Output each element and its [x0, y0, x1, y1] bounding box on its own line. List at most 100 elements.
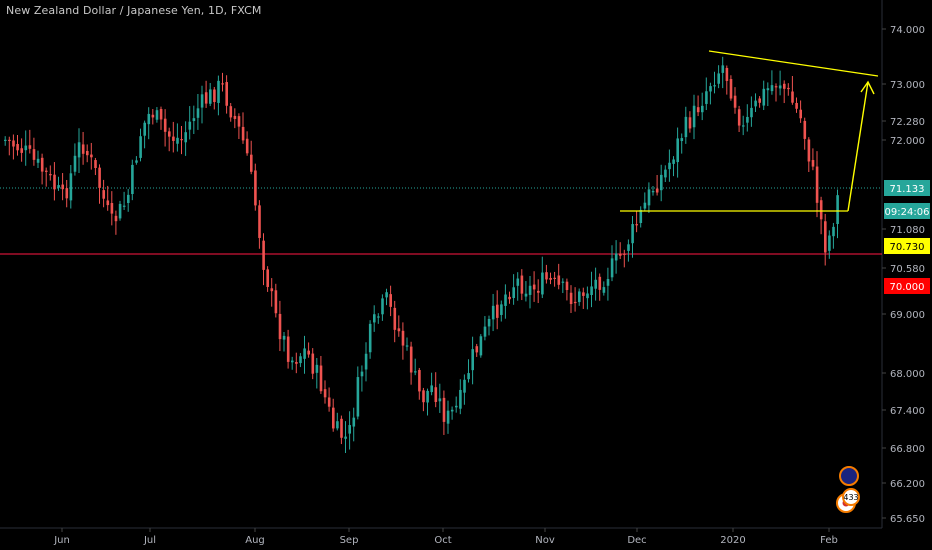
y-tick-label: 69.000: [890, 310, 925, 321]
candle-body: [397, 328, 401, 332]
candle-body: [319, 365, 323, 392]
candle-body: [532, 284, 536, 290]
candle-body: [623, 253, 626, 255]
candle-body: [766, 88, 770, 91]
candle-body: [537, 290, 540, 293]
candle-body: [836, 195, 839, 224]
x-tick-label: Aug: [245, 535, 265, 546]
candle-body: [746, 116, 749, 123]
candle-body: [569, 292, 573, 305]
candle-body: [754, 100, 757, 107]
yellow-arrow-shaft: [847, 81, 869, 212]
annotations-group: [620, 50, 879, 212]
candle-body: [168, 131, 171, 137]
candle-body: [12, 140, 15, 147]
x-axis-ticks: Jun Jul Aug Sep Oct Nov Dec 2020 Feb: [53, 528, 838, 546]
y-tick-label: 65.650: [890, 514, 925, 525]
candle-body: [631, 224, 634, 244]
candle-body: [356, 377, 360, 417]
candle-body: [94, 160, 97, 169]
candle-body: [327, 397, 331, 407]
candle-body: [286, 336, 290, 362]
candle-body: [49, 174, 52, 176]
candle-body: [209, 89, 212, 104]
candle-body: [81, 144, 85, 154]
candle-body: [647, 189, 651, 206]
candle-body: [270, 288, 274, 292]
chart-title: New Zealand Dollar / Japanese Yen, 1D, F…: [6, 4, 262, 17]
x-tick-label: Sep: [340, 535, 359, 546]
y-tick-label: 66.200: [890, 479, 925, 490]
y-tick-label: 72.000: [890, 136, 925, 147]
candle-body: [274, 290, 278, 314]
candle-body: [135, 160, 138, 163]
candle-body: [295, 362, 298, 364]
candle-body: [606, 279, 610, 286]
candle-body: [709, 86, 712, 92]
candle-body: [664, 169, 667, 178]
event-count-bubble[interactable]: [842, 488, 860, 506]
candle-body: [352, 417, 356, 427]
candle-body: [491, 305, 495, 320]
candle-body: [368, 323, 372, 353]
horizontal-levels: [0, 187, 882, 255]
candle-body: [278, 313, 282, 340]
y-tick-label: 70.580: [890, 264, 925, 275]
candle-body: [516, 278, 520, 286]
event-badge[interactable]: 433: [836, 466, 860, 513]
nz-flag-icon[interactable]: [839, 466, 859, 486]
candle-body: [655, 188, 659, 193]
candle-body: [217, 80, 220, 103]
candle-body: [733, 95, 737, 108]
candle-body: [241, 126, 245, 141]
candle-body: [102, 190, 105, 199]
candle-body: [475, 346, 479, 353]
candle-body: [40, 157, 44, 172]
candle-body: [405, 345, 409, 347]
candle-body: [147, 113, 151, 125]
current-price-tag-bg: [884, 180, 930, 196]
candle-body: [688, 117, 692, 129]
candle-body: [545, 272, 548, 280]
candle-body: [143, 122, 146, 136]
candle-body: [803, 120, 807, 139]
candle-body: [791, 91, 794, 103]
candle-body: [127, 194, 130, 203]
y-tick-label: 74.000: [890, 25, 925, 36]
candle-body: [65, 188, 69, 199]
candle-body: [438, 398, 442, 402]
y-axis-ticks: 74.000 73.000 72.280 72.000 71.080 70.580 69.0…: [882, 25, 925, 525]
candle-body: [307, 350, 310, 355]
candle-body: [770, 85, 774, 92]
candle-body: [16, 143, 19, 151]
candle-body: [692, 105, 696, 128]
yellow-arrow-head: [860, 80, 875, 95]
candle-body: [36, 158, 40, 163]
candle-body: [762, 88, 766, 106]
candle-body: [225, 82, 228, 106]
candle-body: [815, 166, 819, 203]
candle-body: [323, 389, 327, 398]
candle-body: [824, 221, 827, 253]
candle-body: [701, 105, 704, 113]
candle-body: [717, 73, 720, 84]
candle-body: [258, 205, 261, 238]
candle-body: [254, 170, 257, 206]
candle-body: [426, 390, 429, 403]
candle-body: [586, 293, 589, 299]
candle-body: [57, 185, 60, 188]
candle-body: [299, 356, 302, 364]
candle-body: [619, 253, 622, 256]
candles-group: [4, 56, 839, 454]
candle-body: [106, 200, 110, 206]
candle-body: [364, 353, 368, 370]
candle-body: [118, 203, 122, 219]
candle-body: [467, 373, 470, 380]
candle-body: [471, 349, 474, 371]
countdown-tag-bg: [884, 203, 930, 219]
candle-body: [828, 235, 831, 251]
candle-body: [430, 385, 433, 393]
candle-body: [389, 294, 392, 307]
